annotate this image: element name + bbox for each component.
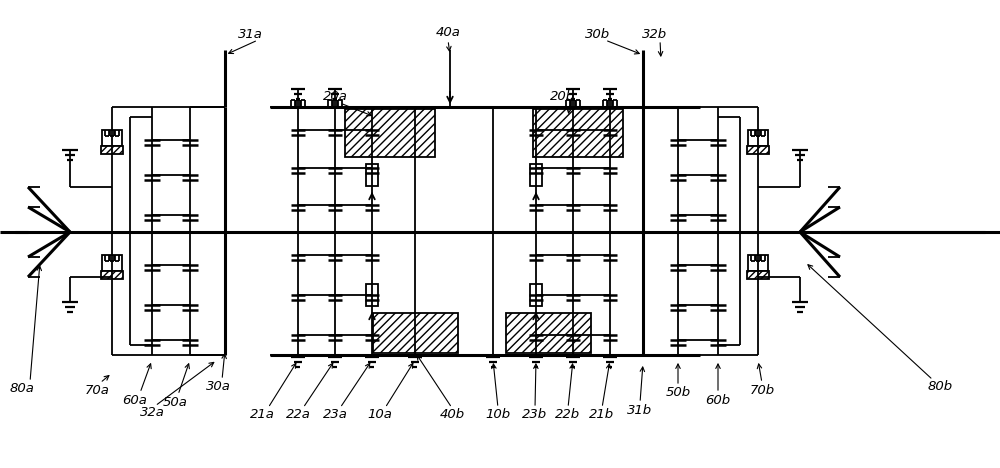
Text: 20b: 20b (550, 89, 576, 102)
Bar (747, 146, 769, 154)
Text: 80a: 80a (10, 381, 34, 395)
Text: 30b: 30b (585, 29, 611, 42)
Text: 31b: 31b (627, 403, 653, 417)
Text: 40a: 40a (436, 25, 460, 38)
Bar (530, 284, 542, 306)
Bar (101, 271, 123, 279)
Bar (102, 130, 122, 146)
Text: 32b: 32b (642, 29, 668, 42)
Bar (366, 164, 378, 186)
Text: 22b: 22b (555, 409, 581, 422)
Text: 70a: 70a (85, 383, 109, 396)
Text: 50b: 50b (665, 387, 691, 400)
Text: 70b: 70b (749, 383, 775, 396)
Text: 31a: 31a (238, 29, 262, 42)
Bar (748, 130, 768, 146)
Text: 80b: 80b (927, 380, 953, 394)
Bar (102, 255, 122, 271)
Bar (101, 146, 123, 154)
Bar (372, 313, 458, 353)
Text: 40b: 40b (439, 409, 465, 422)
Bar (748, 255, 768, 271)
Bar (366, 284, 378, 306)
Text: 23a: 23a (323, 409, 347, 422)
Bar (533, 109, 623, 157)
Bar (530, 164, 542, 186)
Bar (506, 313, 590, 353)
Bar (747, 271, 769, 279)
Text: 21b: 21b (589, 409, 615, 422)
Text: 10a: 10a (368, 409, 392, 422)
Text: 50a: 50a (163, 395, 187, 409)
Text: 10b: 10b (485, 409, 511, 422)
Text: 30a: 30a (206, 380, 230, 394)
Bar (345, 109, 435, 157)
Text: 60a: 60a (123, 394, 147, 407)
Text: 32a: 32a (140, 407, 164, 419)
Text: 23b: 23b (522, 409, 548, 422)
Text: 20a: 20a (323, 89, 347, 102)
Text: 60b: 60b (705, 394, 731, 407)
Text: 21a: 21a (250, 409, 274, 422)
Text: 22a: 22a (286, 409, 310, 422)
